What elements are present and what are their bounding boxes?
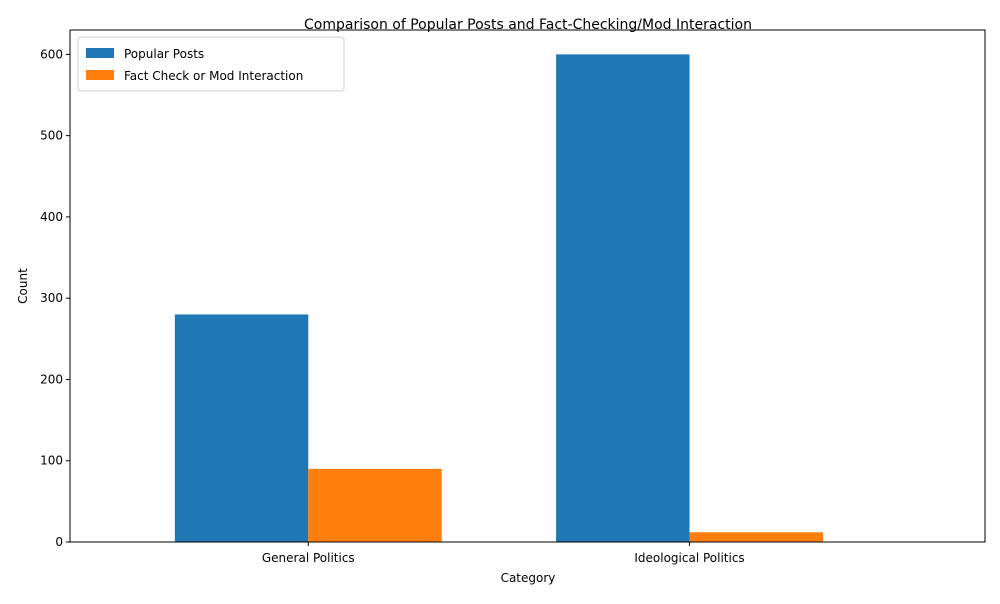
y-tick-label: 200	[40, 372, 63, 386]
bars-group	[174, 54, 823, 542]
y-tick-label: 400	[40, 210, 63, 224]
bar-fact-check-or-mod-interaction-1	[689, 532, 823, 542]
legend-swatch	[86, 48, 114, 58]
x-axis: General Politics Ideological Politics	[262, 542, 745, 565]
bar-fact-check-or-mod-interaction-0	[308, 468, 442, 542]
legend: Popular Posts Fact Check or Mod Interacti…	[77, 36, 345, 92]
y-tick-label: 500	[40, 129, 63, 143]
x-tick-label: General Politics	[262, 551, 355, 565]
x-axis-label: Category	[501, 571, 556, 585]
legend-label: Fact Check or Mod Interaction	[124, 69, 303, 83]
bar-popular-posts-1	[556, 54, 690, 542]
y-tick-label: 600	[40, 47, 63, 61]
legend-label: Popular Posts	[124, 47, 204, 61]
y-tick-label: 300	[40, 291, 63, 305]
legend-swatch	[86, 70, 114, 80]
bar-popular-posts-0	[174, 314, 309, 542]
legend-box	[77, 36, 345, 92]
y-tick-label: 100	[40, 454, 63, 468]
x-tick-label: Ideological Politics	[634, 551, 744, 565]
y-tick-label: 0	[55, 535, 63, 549]
chart-title: Comparison of Popular Posts and Fact-Che…	[304, 17, 752, 33]
y-axis-label: Count	[16, 268, 30, 304]
plot-frame	[69, 29, 986, 543]
y-axis: 0 100 200 300 400 500 600	[40, 47, 70, 549]
